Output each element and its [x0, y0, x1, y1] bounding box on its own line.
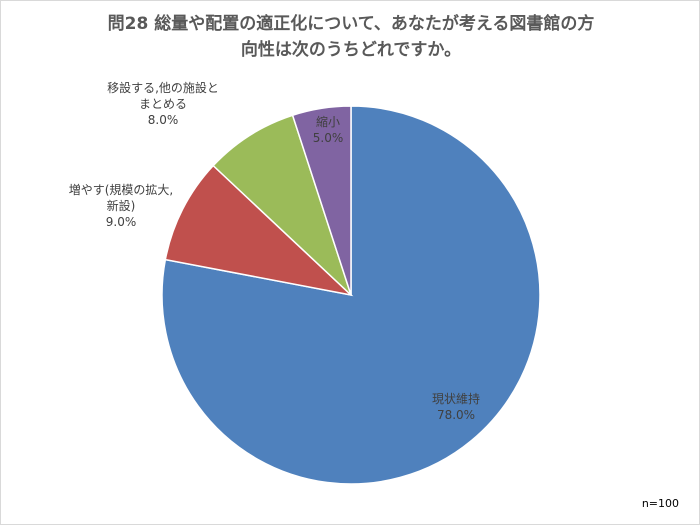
slice-category-label-0: 現状維持	[432, 391, 480, 406]
slice-category-label-2: まとめる	[139, 97, 187, 111]
pie-labels: 現状維持 78.0% 増やす(規模の拡大,新設) 9.0% 移設する,他の施設とまとめる…	[69, 80, 480, 422]
slice-value-label-1: 9.0%	[106, 215, 137, 229]
slice-category-label-1: 新設)	[107, 198, 136, 213]
pie-slice-2	[212, 114, 352, 296]
chart-title-line-2: 向性は次のうちどれですか。	[240, 40, 462, 60]
slice-label-1: 増やす(規模の拡大,新設) 9.0%	[69, 182, 174, 229]
slice-label-0: 現状維持 78.0%	[432, 391, 480, 422]
slice-label-3: 縮小 5.0%	[313, 114, 344, 145]
slice-category-label-1: 増やす(規模の拡大,	[69, 182, 174, 197]
slice-value-label-3: 5.0%	[313, 131, 344, 145]
slice-label-2: 移設する,他の施設とまとめる 8.0%	[107, 80, 219, 127]
chart-title: 問28 総量や配置の適正化について、あなたが考える図書館の方 向性は次のうちどれ…	[1, 11, 700, 63]
pie-slices	[161, 105, 541, 485]
slice-category-label-2: 移設する,他の施設と	[107, 80, 219, 95]
sample-size-note: n=100	[641, 497, 679, 510]
pie-slice-3	[291, 105, 352, 296]
slice-value-label-2: 8.0%	[148, 113, 179, 127]
slice-category-label-3: 縮小	[316, 114, 340, 129]
slice-value-label-0: 78.0%	[437, 408, 475, 422]
pie-slice-1	[164, 164, 354, 297]
chart-title-line-1: 問28 総量や配置の適正化について、あなたが考える図書館の方	[107, 14, 595, 34]
